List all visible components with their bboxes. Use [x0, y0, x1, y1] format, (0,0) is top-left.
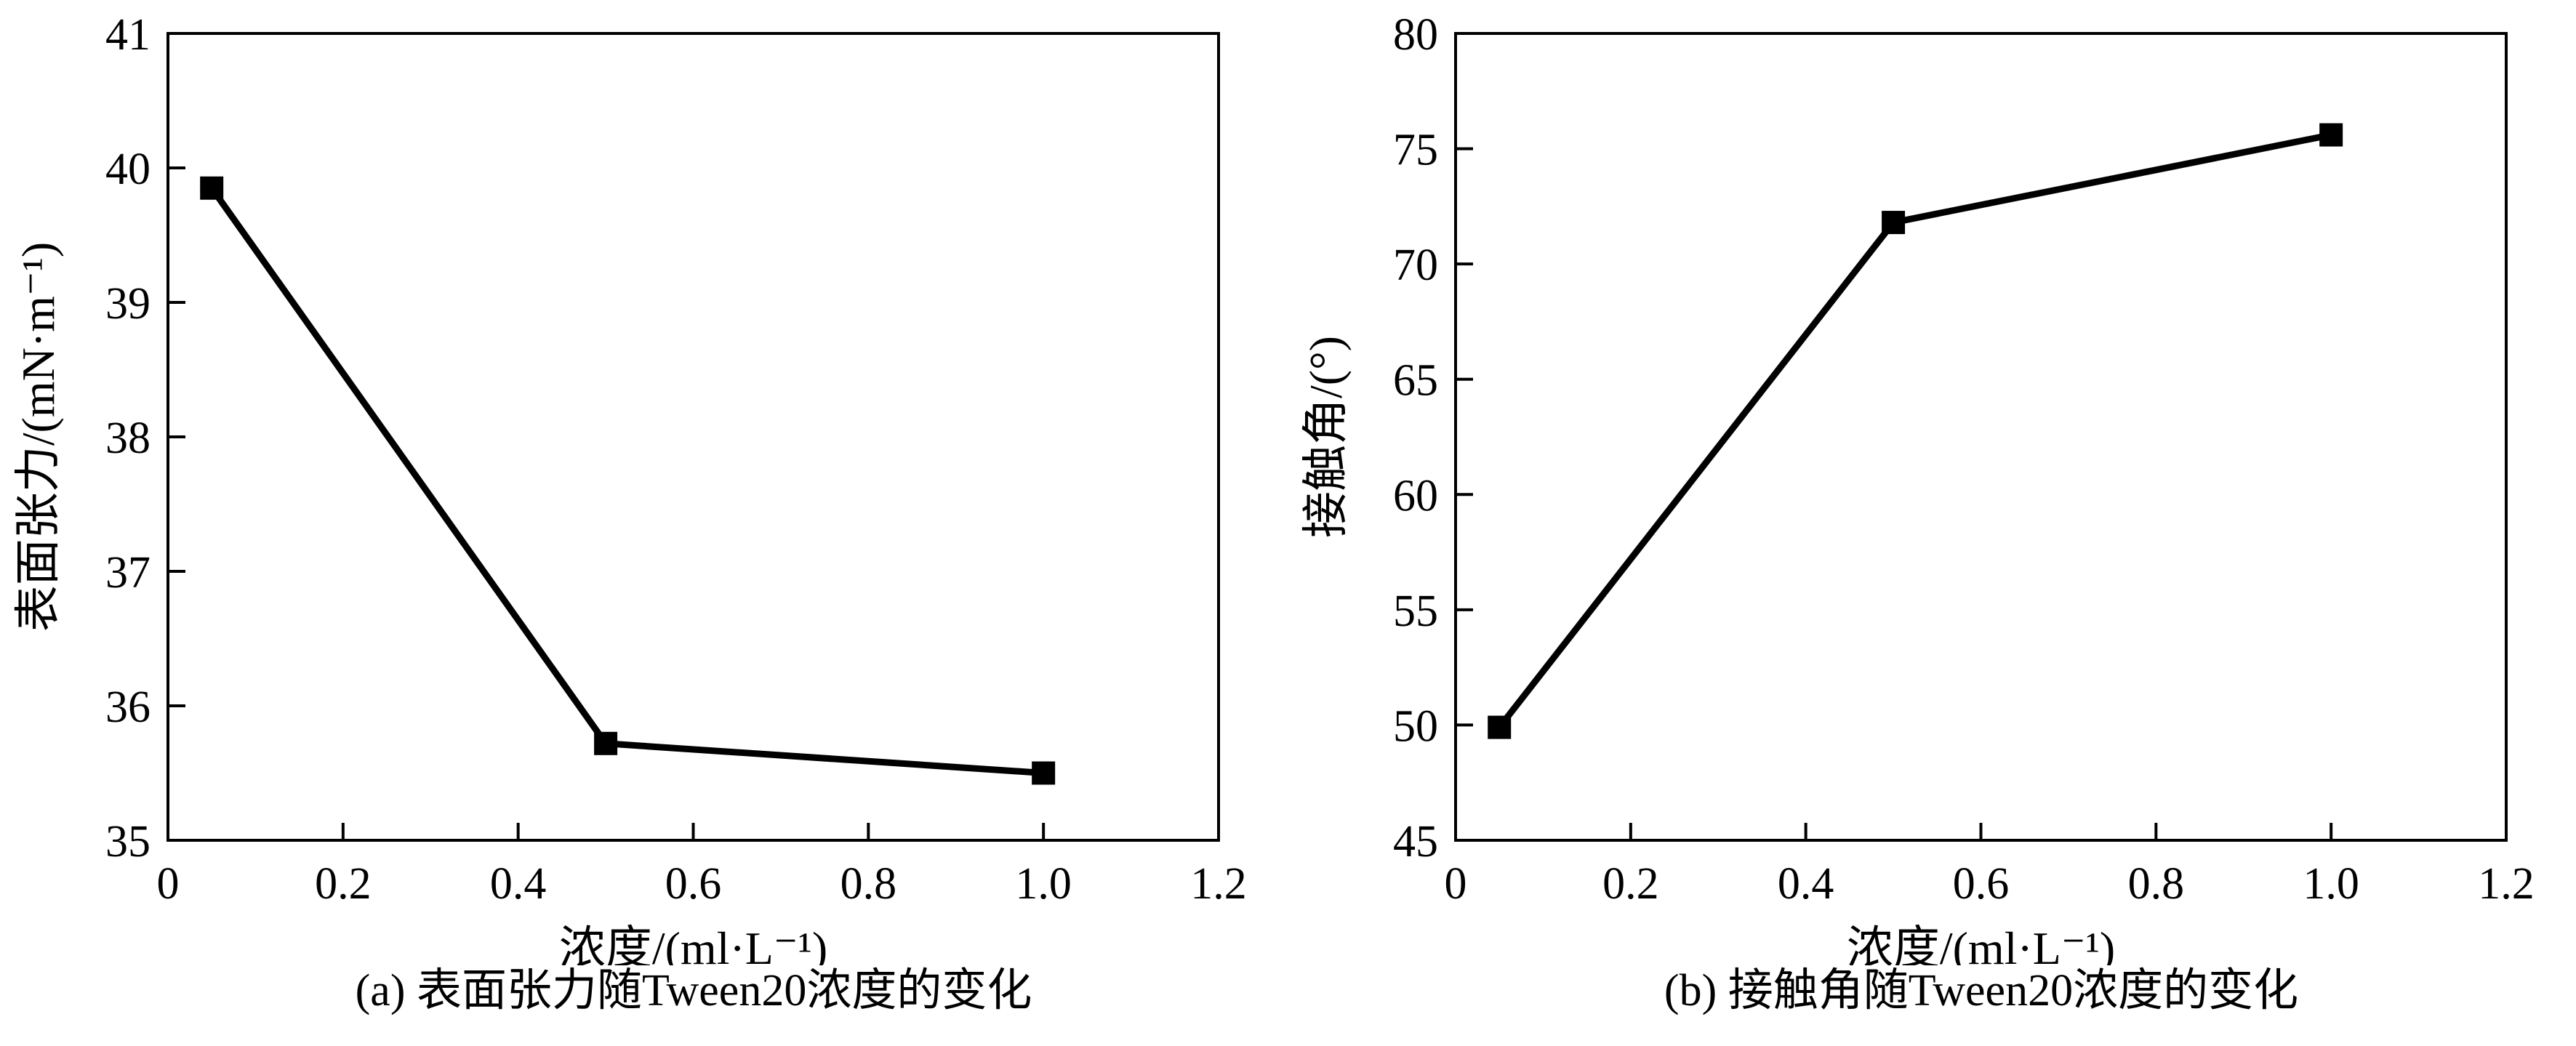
- x-axis-tick-label: 1.0: [2303, 859, 2359, 909]
- data-point-marker: [2319, 123, 2343, 147]
- data-line: [1496, 132, 2332, 730]
- chart-surface-tension-caption: (a) 表面张力随Tween20浓度的变化: [355, 966, 1032, 1015]
- x-axis-label: 浓度/(ml·L⁻¹): [559, 922, 827, 965]
- x-axis-tick-label: 0.4: [490, 859, 547, 909]
- x-axis-tick-label: 0.8: [840, 859, 897, 909]
- y-axis-tick-label: 36: [105, 683, 151, 732]
- x-axis-tick-label: 0: [157, 859, 180, 909]
- chart-surface-tension: 0 0.2 0.4 0.6 0.8 1.0 1.2 35 36 37 38 39 40 41 浓度/(ml·…: [1, 4, 1288, 1017]
- y-axis-tick-label: 39: [105, 279, 151, 329]
- y-axis-tick-label: 37: [105, 548, 151, 598]
- y-axis-tick-label: 38: [105, 414, 151, 463]
- plot-frame: [166, 32, 1220, 842]
- charts-row: 0 0.2 0.4 0.6 0.8 1.0 1.2 35 36 37 38 39 40 41 浓度/(ml·…: [1, 4, 2576, 1017]
- y-axis-tick-label: 60: [1393, 471, 1438, 520]
- y-axis-tick-label: 65: [1393, 356, 1438, 406]
- y-axis-tick-label: 40: [105, 145, 151, 194]
- x-axis-tick-label: 0.6: [665, 859, 722, 909]
- data-point-marker: [1882, 211, 1906, 235]
- data-point-marker: [594, 731, 618, 755]
- data-point-marker: [1488, 715, 1512, 739]
- y-axis-tick-label: 45: [1393, 817, 1438, 866]
- x-axis-tick-label: 1.0: [1015, 859, 1072, 909]
- x-axis-tick-label: 1.2: [1190, 859, 1247, 909]
- y-axis-tick-label: 55: [1393, 587, 1438, 636]
- data-line: [209, 186, 1044, 776]
- chart-contact-angle-canvas: 0 0.2 0.4 0.6 0.8 1.0 1.2 45 50 55 60 65 70 75 80 浓度/(m…: [1300, 10, 2535, 965]
- y-axis-tick-label: 75: [1393, 126, 1438, 175]
- y-axis-tick-label: 50: [1393, 701, 1438, 751]
- x-axis-tick-label: 0: [1445, 859, 1467, 909]
- data-point-marker: [200, 176, 224, 200]
- y-axis-tick-label: 41: [105, 10, 151, 60]
- x-axis-tick-label: 0.6: [1953, 859, 2010, 909]
- x-axis-label: 浓度/(ml·L⁻¹): [1847, 922, 2115, 965]
- x-axis-tick-label: 0.4: [1778, 859, 1834, 909]
- y-axis-tick-label: 70: [1393, 241, 1438, 290]
- plot-frame: [1454, 32, 2508, 842]
- data-point-marker: [1032, 761, 1056, 785]
- y-axis-label: 表面张力/(mN·m⁻¹): [12, 242, 64, 632]
- y-axis-tick-label: 80: [1393, 10, 1438, 60]
- y-axis-label: 接触角/(°): [1300, 336, 1352, 538]
- x-axis-tick-label: 0.2: [315, 859, 372, 909]
- chart-contact-angle-caption: (b) 接触角随Tween20浓度的变化: [1664, 966, 2299, 1015]
- chart-contact-angle: 0 0.2 0.4 0.6 0.8 1.0 1.2 45 50 55 60 65 70 75 80 浓度/(m…: [1288, 4, 2576, 1017]
- y-axis-tick-label: 35: [105, 817, 151, 866]
- chart-surface-tension-canvas: 0 0.2 0.4 0.6 0.8 1.0 1.2 35 36 37 38 39 40 41 浓度/(ml·…: [12, 10, 1247, 965]
- x-axis-tick-label: 0.8: [2128, 859, 2185, 909]
- x-axis-tick-label: 1.2: [2478, 859, 2535, 909]
- x-axis-tick-label: 0.2: [1602, 859, 1659, 909]
